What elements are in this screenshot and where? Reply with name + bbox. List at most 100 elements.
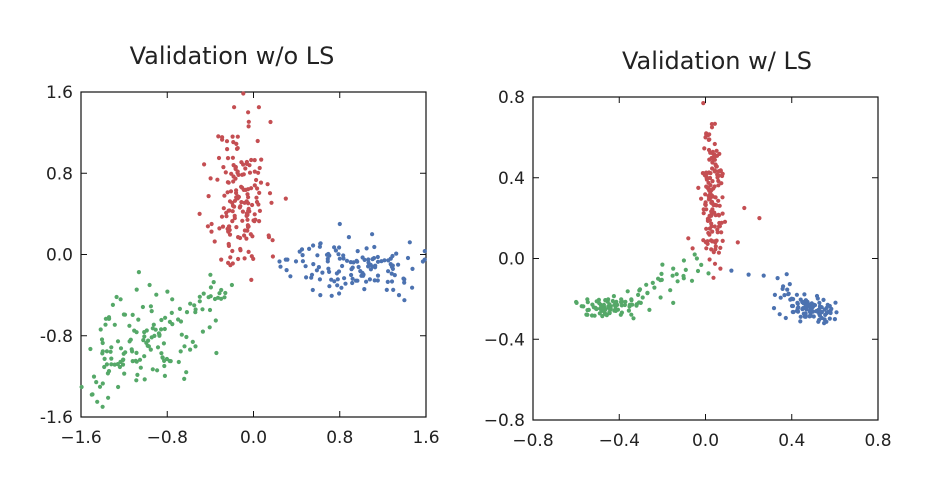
point-left-green-cluster: [148, 347, 153, 352]
point-right-green-cluster: [619, 303, 624, 308]
point-left-red-cluster: [247, 163, 252, 168]
point-left-blue-cluster: [329, 277, 334, 282]
point-left-blue-cluster: [402, 280, 407, 285]
point-left-green-cluster: [184, 310, 190, 315]
point-left-green-cluster: [197, 294, 202, 299]
point-left-green-cluster: [219, 287, 224, 293]
ytick-label-right: 0.8: [498, 88, 525, 108]
point-left-red-cluster: [241, 91, 246, 96]
point-right-red-cluster: [708, 150, 713, 155]
point-right-blue-cluster: [811, 314, 816, 319]
point-right-blue-cluster: [785, 287, 790, 292]
point-left-green-cluster: [159, 351, 164, 356]
point-left-red-cluster: [232, 105, 237, 110]
point-right-green-cluster: [694, 256, 700, 261]
point-left-green-cluster: [142, 377, 147, 382]
point-left-blue-cluster: [368, 262, 373, 267]
point-left-green-cluster: [179, 332, 184, 337]
point-left-red-cluster: [230, 219, 235, 224]
point-right-green-cluster: [668, 288, 673, 293]
point-left-green-cluster: [190, 339, 195, 344]
point-right-blue-cluster: [729, 268, 734, 273]
point-right-green-cluster: [637, 287, 643, 292]
point-left-blue-cluster: [401, 276, 406, 281]
point-left-green-cluster: [97, 384, 103, 389]
point-left-blue-cluster: [364, 279, 369, 284]
point-right-green-cluster: [674, 272, 679, 277]
point-left-green-cluster: [106, 369, 112, 374]
point-right-red-cluster: [709, 187, 714, 192]
ytick-label-left: -0.8: [40, 327, 73, 347]
point-right-red-cluster: [707, 137, 712, 142]
point-right-green-cluster: [608, 306, 613, 311]
point-right-green-cluster: [619, 310, 625, 315]
point-right-red-cluster: [703, 135, 708, 140]
point-left-red-cluster: [217, 226, 222, 231]
point-left-blue-cluster: [283, 257, 288, 262]
point-right-red-cluster: [717, 203, 722, 208]
point-left-red-cluster: [226, 241, 231, 247]
point-right-red-cluster: [710, 229, 715, 234]
point-left-green-cluster: [207, 325, 212, 330]
point-left-blue-cluster: [355, 249, 360, 254]
point-right-red-cluster: [720, 238, 725, 243]
point-left-green-cluster: [176, 359, 181, 365]
point-right-red-cluster: [705, 218, 711, 223]
point-left-red-cluster: [236, 172, 241, 177]
point-right-green-cluster: [613, 303, 618, 308]
point-left-blue-cluster: [342, 276, 347, 281]
point-left-green-cluster: [164, 356, 169, 362]
ticks-left: −1.6 −0.8 0.0 0.8 1.6 -1.6 -0.8 0.0 0.8 1.6: [40, 83, 440, 448]
point-left-blue-cluster: [341, 256, 346, 261]
point-left-green-cluster: [200, 307, 205, 312]
point-left-red-cluster: [237, 205, 242, 210]
point-right-green-cluster: [683, 267, 688, 272]
point-right-blue-cluster: [800, 307, 805, 312]
point-right-blue-cluster: [771, 306, 777, 311]
point-left-red-cluster: [249, 186, 254, 191]
point-right-blue-cluster: [834, 310, 839, 315]
point-left-red-cluster: [225, 190, 230, 195]
point-right-blue-cluster: [787, 282, 792, 287]
point-left-red-cluster: [246, 124, 251, 129]
point-left-green-cluster: [222, 295, 227, 300]
point-left-green-cluster: [110, 302, 115, 307]
point-left-green-cluster: [153, 327, 158, 332]
point-right-red-cluster: [716, 178, 721, 184]
point-left-green-cluster: [219, 296, 224, 301]
point-left-blue-cluster: [370, 257, 375, 262]
point-right-blue-cluster: [778, 295, 783, 300]
point-left-green-cluster: [147, 282, 152, 288]
ytick-label-right: 0.0: [498, 250, 525, 270]
point-left-green-cluster: [100, 340, 105, 346]
point-left-green-cluster: [142, 334, 147, 339]
point-left-green-cluster: [150, 367, 155, 372]
point-left-blue-cluster: [314, 268, 319, 273]
point-right-green-cluster: [607, 310, 612, 315]
point-right-blue-cluster: [824, 305, 829, 311]
point-left-blue-cluster: [316, 265, 321, 270]
point-right-red-cluster: [713, 168, 718, 174]
point-left-red-cluster: [242, 256, 247, 261]
point-left-red-cluster: [235, 134, 240, 139]
xtick-label-right: 0.0: [692, 431, 719, 451]
point-left-red-cluster: [232, 198, 238, 203]
point-right-red-cluster: [702, 146, 707, 151]
point-right-red-cluster: [716, 212, 721, 217]
point-left-red-cluster: [226, 180, 231, 185]
point-left-green-cluster: [170, 297, 175, 302]
point-right-blue-cluster: [829, 306, 834, 311]
point-left-red-cluster: [223, 170, 228, 175]
point-left-green-cluster: [123, 350, 128, 355]
point-left-red-cluster: [236, 235, 241, 240]
point-left-blue-cluster: [405, 255, 411, 261]
point-right-red-cluster: [711, 275, 716, 280]
point-right-red-cluster: [712, 210, 717, 215]
point-left-blue-cluster: [350, 276, 355, 281]
point-right-green-cluster: [634, 302, 639, 307]
xtick-label-right: 0.4: [778, 431, 805, 451]
point-left-red-cluster: [256, 202, 261, 207]
point-left-green-cluster: [168, 359, 173, 364]
point-left-blue-cluster: [410, 266, 415, 271]
chart-title-right: Validation w/ LS: [622, 47, 812, 75]
